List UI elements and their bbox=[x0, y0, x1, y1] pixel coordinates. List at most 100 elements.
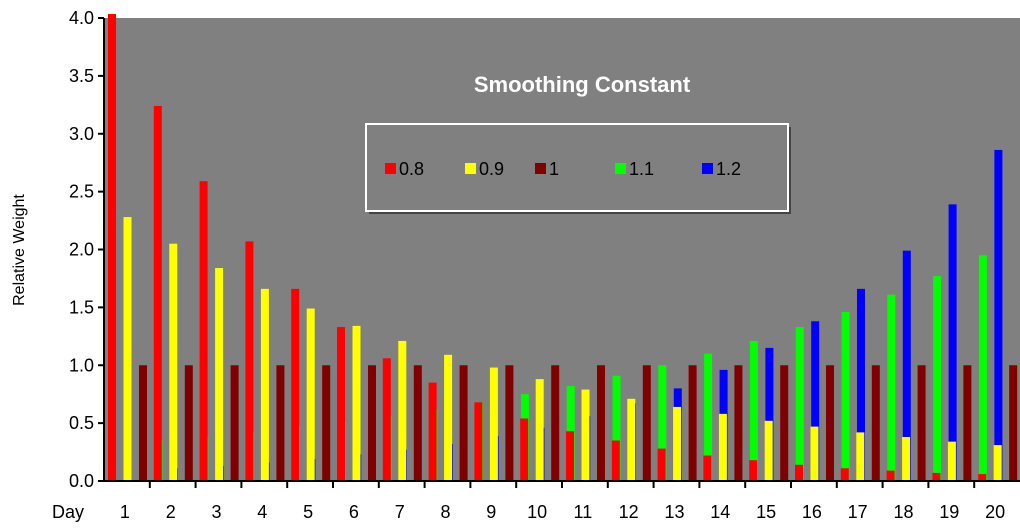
chart-title: Smoothing Constant bbox=[474, 72, 691, 97]
bar-series-2-day-11 bbox=[597, 365, 605, 481]
x-tick-label: 20 bbox=[985, 502, 1005, 522]
x-tick-label: 1 bbox=[120, 502, 130, 522]
bar-series-4-day-17 bbox=[902, 250, 911, 481]
x-tick-label: 12 bbox=[619, 502, 639, 522]
y-tick-label: 3.0 bbox=[69, 124, 94, 144]
legend-swatch-3 bbox=[615, 163, 626, 174]
y-tick-label: 1.0 bbox=[69, 355, 94, 375]
bar-series-0-day-17 bbox=[840, 468, 849, 481]
legend: 0.8 0.9 1 1.1 1.2 bbox=[365, 123, 791, 214]
x-tick-label: 16 bbox=[802, 502, 822, 522]
y-tick-label: 3.5 bbox=[69, 66, 94, 86]
legend-label-0: 0.8 bbox=[399, 159, 424, 179]
y-tick-label: 4.0 bbox=[69, 8, 94, 28]
bars-layer bbox=[108, 14, 1018, 482]
bar-series-0-day-8 bbox=[428, 382, 437, 481]
bar-series-3-day-11 bbox=[612, 375, 621, 481]
legend-label-1: 0.9 bbox=[479, 159, 504, 179]
bar-series-1-day-15 bbox=[764, 420, 773, 481]
x-tick-label: 6 bbox=[349, 502, 359, 522]
bar-series-1-day-2 bbox=[169, 243, 178, 481]
bar-series-1-day-10 bbox=[535, 379, 544, 481]
bar-series-3-day-14 bbox=[749, 340, 758, 481]
x-tick-label: 10 bbox=[527, 502, 547, 522]
bar-series-0-day-14 bbox=[703, 455, 712, 481]
legend-swatch-1 bbox=[465, 163, 476, 174]
bar-series-1-day-11 bbox=[581, 389, 590, 481]
bar-series-2-day-5 bbox=[322, 365, 331, 481]
bar-series-0-day-18 bbox=[886, 470, 895, 481]
bar-series-3-day-15 bbox=[795, 327, 804, 481]
bar-series-1-day-14 bbox=[718, 413, 727, 481]
bar-series-0-day-20 bbox=[978, 474, 987, 481]
bar-series-0-day-19 bbox=[932, 472, 941, 481]
legend-label-3: 1.1 bbox=[629, 159, 654, 179]
bar-series-1-day-20 bbox=[993, 445, 1002, 481]
legend-swatch-4 bbox=[702, 163, 713, 174]
x-tick-label: 18 bbox=[893, 502, 913, 522]
bar-series-0-day-4 bbox=[245, 241, 254, 481]
bar-series-0-day-10 bbox=[520, 418, 529, 481]
bar-series-2-day-2 bbox=[184, 365, 193, 481]
bar-series-3-day-16 bbox=[841, 312, 850, 481]
bar-series-2-day-1 bbox=[139, 365, 147, 481]
bar-series-0-day-3 bbox=[199, 181, 208, 481]
bar-series-2-day-10 bbox=[551, 365, 560, 481]
bar-series-0-day-6 bbox=[337, 327, 345, 481]
x-tick-label: 17 bbox=[848, 502, 868, 522]
legend-label-2: 1 bbox=[549, 159, 559, 179]
bar-series-0-day-5 bbox=[291, 288, 300, 481]
y-tick-label: 0.5 bbox=[69, 413, 94, 433]
bar-series-2-day-20 bbox=[1009, 365, 1018, 481]
bar-series-1-day-19 bbox=[947, 441, 956, 481]
bar-series-2-day-7 bbox=[413, 365, 422, 481]
bar-series-1-day-5 bbox=[306, 308, 315, 481]
bar-series-2-day-14 bbox=[734, 365, 743, 481]
bar-series-1-day-8 bbox=[444, 354, 453, 481]
x-tick-label: 8 bbox=[440, 502, 450, 522]
x-tick-label: 14 bbox=[710, 502, 730, 522]
bar-series-1-day-16 bbox=[810, 426, 819, 481]
x-tick-label: 2 bbox=[166, 502, 176, 522]
bar-series-0-day-12 bbox=[611, 440, 620, 481]
bar-series-1-day-18 bbox=[902, 437, 911, 481]
legend-items: 0.8 0.9 1 1.1 1.2 bbox=[385, 159, 741, 179]
bar-series-2-day-15 bbox=[780, 365, 789, 481]
y-tick-label: 2.5 bbox=[69, 182, 94, 202]
bar-series-1-day-1 bbox=[123, 217, 132, 481]
bar-series-2-day-17 bbox=[871, 365, 880, 481]
bar-series-4-day-14 bbox=[765, 347, 774, 481]
bar-series-1-day-17 bbox=[856, 432, 865, 481]
bar-series-3-day-19 bbox=[978, 255, 987, 481]
bar-series-2-day-13 bbox=[688, 365, 697, 481]
bar-series-1-day-3 bbox=[215, 268, 224, 481]
legend-swatch-0 bbox=[385, 163, 396, 174]
x-tick-label: 7 bbox=[395, 502, 405, 522]
bar-series-2-day-4 bbox=[276, 365, 285, 481]
y-tick-label: 2.0 bbox=[69, 240, 94, 260]
bar-series-4-day-19 bbox=[994, 149, 1003, 481]
bar-series-0-day-13 bbox=[657, 448, 666, 481]
bar-series-1-day-9 bbox=[489, 367, 498, 481]
bar-series-1-day-4 bbox=[260, 288, 269, 481]
bar-series-1-day-13 bbox=[673, 406, 682, 481]
bar-series-3-day-12 bbox=[658, 365, 667, 481]
bar-series-0-day-11 bbox=[566, 431, 574, 481]
x-tick-label: 13 bbox=[664, 502, 684, 522]
bar-series-2-day-19 bbox=[963, 365, 972, 481]
bar-series-1-day-6 bbox=[352, 325, 361, 481]
y-tick-label: 0.0 bbox=[69, 471, 94, 491]
x-tick-label: 4 bbox=[257, 502, 267, 522]
y-axis-title: Relative Weight bbox=[11, 194, 28, 306]
bar-series-0-day-2 bbox=[153, 105, 162, 481]
x-axis-ticks: 1 2 3 4 5 6 7 8 9 10 11 12 13 14 15 16 17 18 19 20 bbox=[120, 481, 1005, 522]
legend-swatch-2 bbox=[535, 163, 546, 174]
x-tick-label: 11 bbox=[574, 502, 593, 522]
bar-series-0-day-16 bbox=[795, 464, 803, 481]
x-tick-label: 5 bbox=[303, 502, 313, 522]
bar-series-1-day-12 bbox=[627, 398, 636, 481]
x-tick-label: 15 bbox=[756, 502, 776, 522]
bar-series-1-day-7 bbox=[398, 340, 407, 481]
x-tick-label: 3 bbox=[211, 502, 221, 522]
